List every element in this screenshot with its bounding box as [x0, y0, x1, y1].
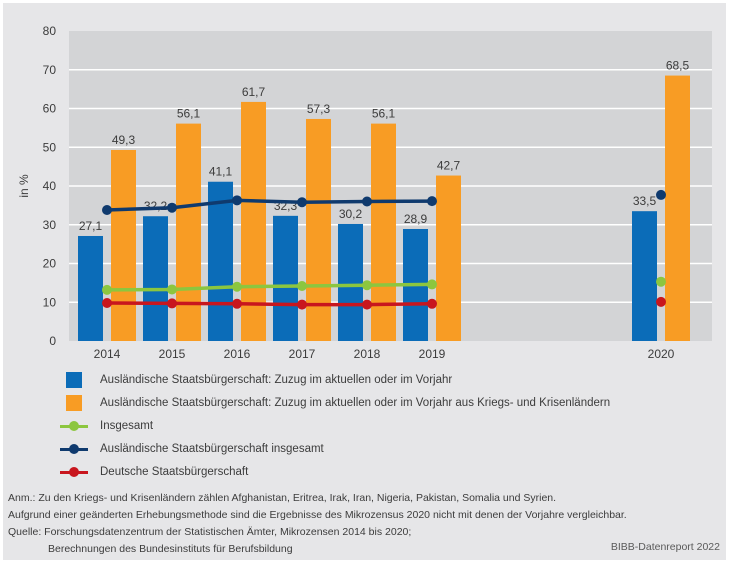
data-label: 28,9 — [404, 212, 428, 226]
data-label: 56,1 — [372, 107, 396, 121]
data-label: 68,5 — [666, 59, 690, 73]
x-tick-label: 2015 — [159, 347, 186, 361]
y-tick-label: 20 — [43, 257, 57, 271]
legend-label: Insgesamt — [100, 419, 154, 432]
legend-label: Ausländische Staatsbürgerschaft insgesam… — [100, 442, 324, 455]
data-label: 32,2 — [144, 199, 168, 213]
y-tick-label: 60 — [43, 102, 57, 116]
line-point — [232, 281, 242, 292]
series-line — [106, 282, 433, 292]
legend-item: Insgesamt — [60, 414, 610, 437]
legend-line-marker-navy — [60, 440, 88, 458]
line-point — [167, 284, 177, 295]
line-point — [362, 196, 372, 207]
line-point — [656, 276, 666, 287]
note-anm: Anm.: Zu den Kriegs- und Krisenländern z… — [8, 492, 557, 504]
bar-blue — [78, 235, 103, 341]
legend: Ausländische Staatsbürgerschaft: Zuzug i… — [60, 368, 610, 483]
legend-swatch-blue — [66, 371, 82, 388]
footnotes: Anm.: Zu den Kriegs- und Krisenländern z… — [8, 490, 627, 558]
source-line-1: Quelle: Forschungsdatenzentrum der Stati… — [8, 526, 412, 538]
x-tick-label: 2018 — [354, 347, 381, 361]
legend-item: Ausländische Staatsbürgerschaft: Zuzug i… — [60, 368, 610, 391]
y-tick-label: 50 — [43, 140, 57, 154]
credit: BIBB-Datenreport 2022 — [610, 541, 720, 553]
data-label: 41,1 — [209, 165, 233, 179]
data-label: 33,5 — [633, 194, 657, 208]
line-point — [656, 189, 666, 200]
chart: 0 10 20 30 40 50 60 70 80 in % 2014 2015 2016 2017 201… — [17, 24, 712, 361]
x-tick-label: 2020 — [648, 347, 675, 361]
data-label: 49,3 — [112, 133, 136, 147]
bar-blue — [143, 216, 168, 341]
line-point — [362, 280, 372, 291]
bar-blue — [273, 215, 298, 341]
bar-blue — [208, 181, 233, 341]
x-tick-label: 2019 — [419, 347, 446, 361]
line-point — [102, 298, 112, 309]
y-tick-label: 0 — [49, 334, 56, 348]
legend-item: Ausländische Staatsbürgerschaft insgesam… — [60, 437, 610, 460]
line-point — [102, 205, 112, 216]
line-point — [427, 298, 437, 309]
x-tick-label: 2014 — [94, 347, 121, 361]
line-point — [427, 196, 437, 207]
line-point — [167, 298, 177, 309]
legend-swatch-orange — [66, 394, 82, 411]
x-tick-label: 2017 — [289, 347, 316, 361]
y-tick-label: 40 — [43, 179, 57, 193]
line-point — [102, 284, 112, 295]
line-point — [656, 296, 666, 307]
line-point — [362, 299, 372, 310]
bar-orange — [111, 149, 136, 341]
data-label: 27,1 — [79, 219, 103, 233]
bar-orange — [241, 101, 266, 341]
line-point — [167, 202, 177, 213]
legend-item: Deutsche Staatsbürgerschaft — [60, 460, 610, 483]
data-label: 30,2 — [339, 207, 363, 221]
bar-orange — [306, 118, 331, 342]
line-point — [297, 280, 307, 291]
note-method: Aufgrund einer geänderten Erhebungsmetho… — [8, 509, 627, 521]
line-point — [232, 298, 242, 309]
data-label: 61,7 — [242, 85, 266, 99]
data-label: 56,1 — [177, 107, 201, 121]
bar-blue — [632, 211, 657, 341]
y-tick-label: 30 — [43, 218, 57, 232]
x-tick-label: 2016 — [224, 347, 251, 361]
y-tick-label: 80 — [43, 24, 57, 38]
bar-orange — [371, 123, 396, 341]
legend-line-marker-green — [60, 417, 88, 435]
bar-orange — [665, 75, 690, 341]
legend-line-marker-red — [60, 463, 88, 481]
line-point — [297, 197, 307, 208]
legend-item: Ausländische Staatsbürgerschaft: Zuzug i… — [60, 391, 610, 414]
bar-orange — [436, 175, 461, 341]
y-tick-label: 70 — [43, 63, 57, 77]
legend-label: Ausländische Staatsbürgerschaft: Zuzug i… — [100, 396, 611, 409]
data-label: 42,7 — [437, 159, 461, 173]
data-label: 57,3 — [307, 102, 331, 116]
bar-orange — [176, 123, 201, 341]
y-axis-label: in % — [17, 174, 31, 198]
series-line — [106, 301, 433, 307]
bar-blue — [338, 223, 363, 341]
line-point — [427, 279, 437, 290]
line-point — [232, 195, 242, 206]
series-line — [106, 198, 433, 212]
y-tick-label: 10 — [43, 295, 57, 309]
source-line-2: Berechnungen des Bundesinstituts für Ber… — [48, 543, 293, 555]
legend-label: Deutsche Staatsbürgerschaft — [100, 465, 249, 478]
legend-label: Ausländische Staatsbürgerschaft: Zuzug i… — [100, 373, 453, 386]
line-point — [297, 299, 307, 310]
